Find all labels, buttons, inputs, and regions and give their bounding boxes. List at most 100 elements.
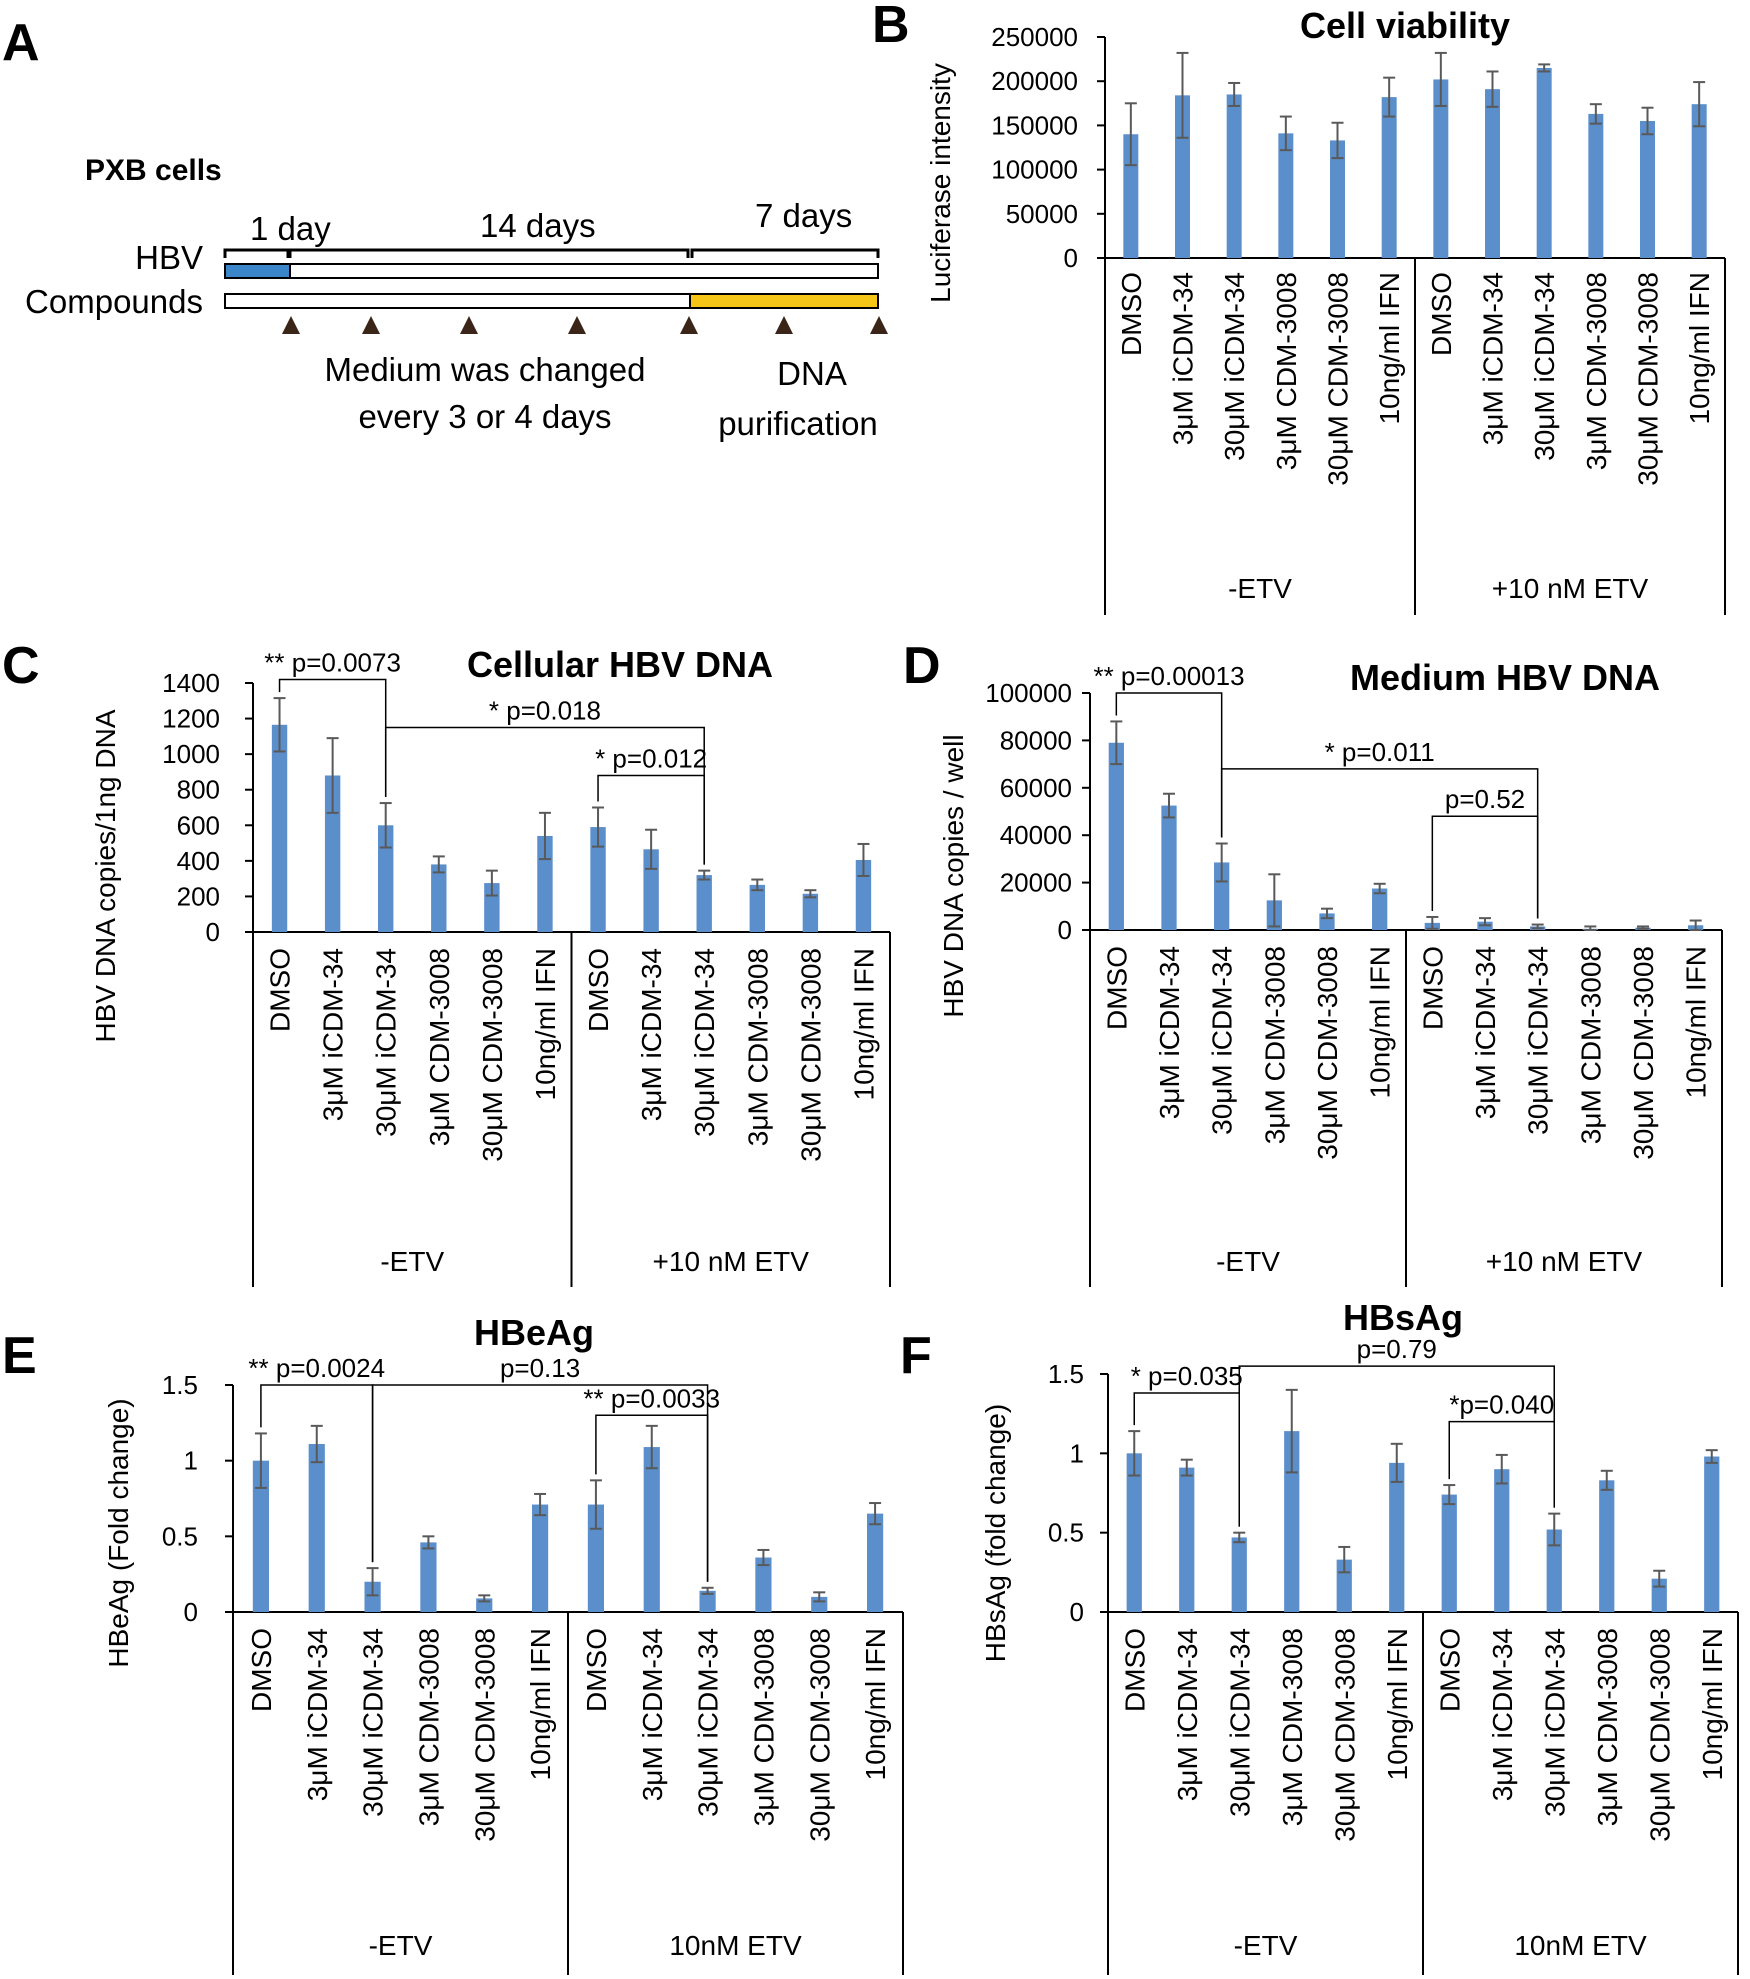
panel-letter-a: A [2, 14, 40, 72]
p-value-label: ** p=0.0033 [583, 1383, 720, 1413]
category-label: 3μM iCDM-34 [1478, 272, 1509, 445]
category-label: 3μM iCDM-34 [636, 948, 667, 1121]
panel-d-chart: D Medium HBV DNA HBV DNA copies / well 0 200… [903, 637, 1723, 1287]
panel-c-chart: C Cellular HBV DNA HBV DNA copies/1ng DNA 0… [2, 637, 891, 1287]
significance-bracket [1448, 1420, 1555, 1508]
panel-a-timeline: A PXB cells 1 day 14 days 7 days HBV Com… [2, 14, 888, 442]
y-tick-label: 0.5 [1048, 1518, 1084, 1548]
category-label: 30μM iCDM-34 [358, 1628, 389, 1817]
p-value-label: ** p=0.00013 [1093, 661, 1244, 691]
bar [1599, 1480, 1615, 1612]
y-tick-label: 20000 [1000, 868, 1072, 898]
category-label: DMSO [581, 1628, 612, 1712]
p-value-label: p=0.79 [1357, 1334, 1437, 1364]
y-tick-label: 200 [177, 881, 220, 911]
category-label: 3μM iCDM-34 [637, 1628, 668, 1801]
chart-title: HBeAg [474, 1312, 594, 1353]
bar [1126, 1453, 1142, 1612]
category-label: 3μM CDM-3008 [1277, 1628, 1308, 1826]
medium-change-arrow [568, 316, 586, 334]
bar [587, 1504, 605, 1612]
panel-letter-c: C [2, 637, 40, 695]
category-label: 3μM iCDM-34 [302, 1628, 333, 1801]
category-label: 3μM CDM-3008 [413, 1628, 444, 1826]
panel-letter-d: D [903, 637, 941, 695]
p-value-label: p=0.52 [1445, 784, 1525, 814]
y-tick-label: 1400 [162, 668, 220, 698]
panel-letter-b: B [872, 0, 910, 54]
timeline-brackets [223, 248, 880, 258]
timeline-heading: PXB cells [85, 154, 222, 187]
group-label: +10 nM ETV [653, 1246, 810, 1277]
category-label: 10ng/ml IFN [1382, 1628, 1413, 1781]
category-label: 3μM CDM-3008 [748, 1628, 779, 1826]
bar [1226, 94, 1242, 259]
y-tick-label: 150000 [991, 110, 1078, 140]
category-label: 30μM CDM-3008 [795, 948, 826, 1162]
y-tick-label: 0 [1058, 915, 1072, 945]
y-axis-label: HBV DNA copies / well [938, 734, 969, 1017]
bar [866, 1513, 884, 1612]
bar [364, 1581, 381, 1612]
bar [1494, 1469, 1510, 1612]
significance-bracket [597, 774, 705, 865]
compounds-row-label: Compounds [25, 283, 203, 320]
bar [1108, 742, 1124, 930]
y-axis-label: HBeAg (Fold change) [103, 1398, 134, 1667]
panel-letter-e: E [2, 1327, 37, 1385]
panel-e-chart: E HBeAg HBeAg (Fold change) 0 0.5 1 1.5 DMSO 3μM… [2, 1312, 904, 1975]
medium-change-arrow [870, 316, 888, 334]
bar [1588, 113, 1604, 259]
y-tick-label: 1.5 [162, 1370, 198, 1400]
bar [855, 859, 872, 932]
bar [271, 724, 288, 932]
bar [1161, 805, 1177, 930]
category-label: 3μM CDM-3008 [1592, 1628, 1623, 1826]
category-label: 30μM iCDM-34 [1219, 272, 1250, 461]
category-label: DMSO [1116, 272, 1147, 356]
bar [1704, 1456, 1720, 1612]
panel-b-chart: B Cell viability Luciferase intensity 0 5000… [872, 0, 1726, 615]
bar [1278, 133, 1294, 258]
bar [1231, 1537, 1247, 1612]
bar [252, 1460, 270, 1612]
medium-change-arrow [460, 316, 478, 334]
p-value-label: ** p=0.0024 [248, 1353, 385, 1383]
hbv-inoculation-segment [224, 263, 291, 279]
category-label: 30μM CDM-3008 [477, 948, 508, 1162]
timeline-day1-label: 1 day [250, 210, 331, 247]
bar [431, 864, 447, 932]
y-tick-label: 1 [1070, 1438, 1084, 1468]
bar [1330, 140, 1345, 258]
category-label: 30μM iCDM-34 [371, 948, 402, 1137]
y-tick-label: 1000 [162, 739, 220, 769]
category-label: 10ng/ml IFN [1684, 272, 1715, 425]
significance-bracket [1115, 692, 1223, 838]
bar [1691, 104, 1707, 259]
category-label: DMSO [1119, 1628, 1150, 1712]
category-label: 30μM iCDM-34 [1523, 946, 1554, 1135]
y-tick-label: 200000 [991, 66, 1078, 96]
group-label: -ETV [1228, 573, 1292, 604]
category-label: 30μM CDM-3008 [469, 1628, 500, 1842]
y-tick-label: 40000 [1000, 820, 1072, 850]
medium-change-arrows [282, 316, 888, 334]
medium-change-arrow [362, 316, 380, 334]
bar [420, 1542, 437, 1612]
category-label: DMSO [246, 1628, 277, 1712]
y-tick-label: 50000 [1006, 199, 1078, 229]
bar [1485, 89, 1500, 258]
medium-change-line2: every 3 or 4 days [358, 398, 611, 435]
bar [1640, 120, 1655, 258]
category-label: 10ng/ml IFN [848, 948, 879, 1101]
category-label: 3μM iCDM-34 [1172, 1628, 1203, 1801]
group-label: -ETV [369, 1930, 433, 1961]
category-label: 10ng/ml IFN [1365, 946, 1396, 1099]
group-label: 10nM ETV [1514, 1930, 1647, 1961]
category-label: 30μM CDM-3008 [1633, 272, 1664, 486]
bar [308, 1444, 325, 1612]
bar [1214, 862, 1230, 930]
p-value-label: * p=0.018 [489, 695, 601, 725]
category-label: 3μM CDM-3008 [1581, 272, 1612, 470]
